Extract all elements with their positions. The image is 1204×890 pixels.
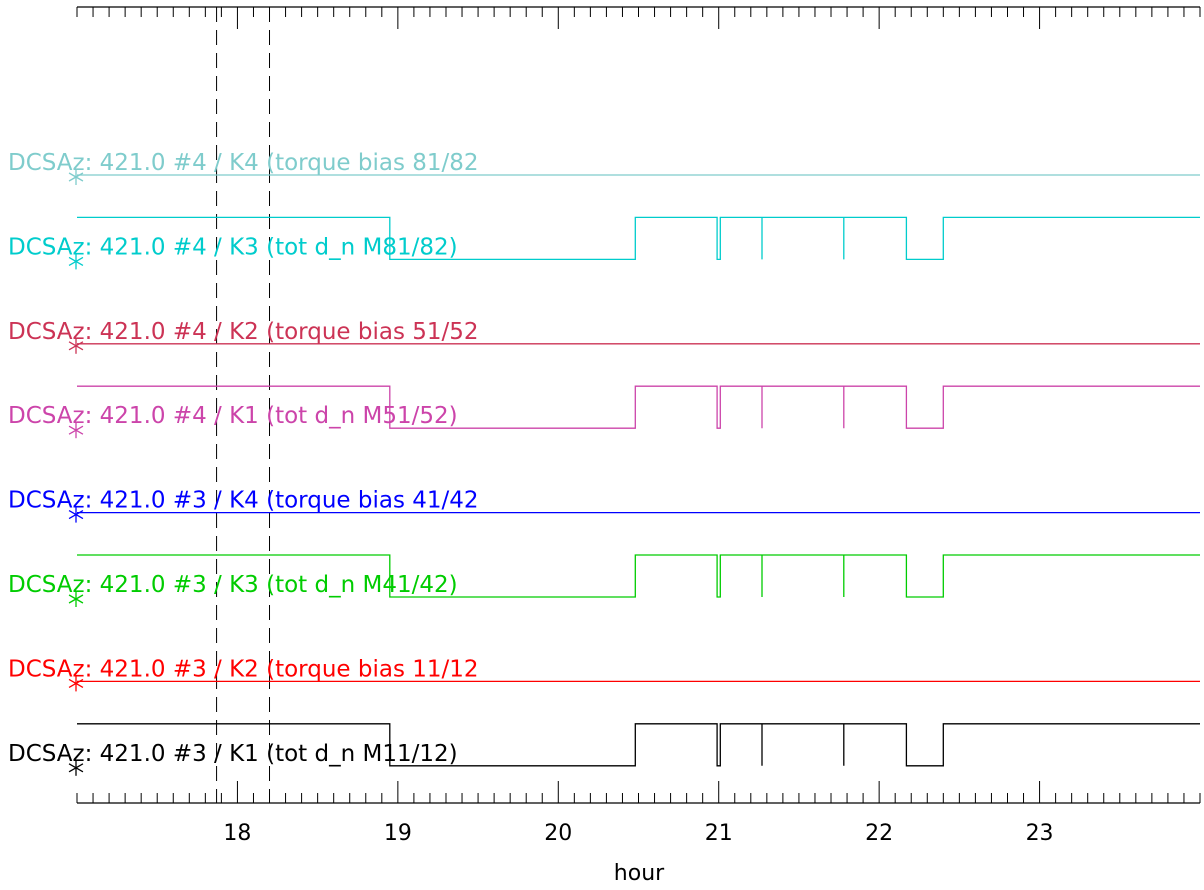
series-trace: DCSAz: 421.0 #3 / K3 (tot d_n M41/42) [8,554,1200,607]
series-line [77,554,1200,598]
series-group: DCSAz: 421.0 #4 / K4 (torque bias 81/82 D… [8,150,1200,776]
marker-stroke [68,341,84,351]
series-label: DCSAz: 421.0 #4 / K3 (tot d_n M81/82) [8,234,458,260]
series-start-marker [68,675,84,692]
marker-stroke [68,425,84,435]
series-start-marker [68,759,84,776]
series-start-marker [68,506,84,523]
series-label: DCSAz: 421.0 #3 / K2 (torque bias 11/12 [8,656,479,682]
series-label: DCSAz: 421.0 #4 / K4 (torque bias 81/82 [8,150,479,176]
series-line [77,216,1200,261]
series-trace: DCSAz: 421.0 #3 / K1 (tot d_n M11/12) [8,723,1200,776]
series-start-marker [68,169,84,185]
series-trace: DCSAz: 421.0 #3 / K4 (torque bias 41/42 [8,488,1200,523]
marker-stroke [68,172,84,182]
series-trace: DCSAz: 421.0 #4 / K3 (tot d_n M81/82) [8,216,1200,270]
series-label: DCSAz: 421.0 #3 / K4 (torque bias 41/42 [8,488,479,514]
series-label: DCSAz: 421.0 #3 / K3 (tot d_n M41/42) [8,572,458,598]
series-label: DCSAz: 421.0 #4 / K1 (tot d_n M51/52) [8,403,458,429]
x-tick-label: 18 [223,821,251,846]
marker-stroke [68,594,84,604]
x-tick-label: 20 [544,821,572,846]
x-tick-label: 19 [384,821,412,846]
marker-stroke [68,256,84,266]
series-trace: DCSAz: 421.0 #4 / K1 (tot d_n M51/52) [8,385,1200,439]
axes [76,6,1201,804]
series-trace: DCSAz: 421.0 #4 / K2 (torque bias 51/52 [8,319,1200,354]
x-tick-label: 23 [1026,821,1054,846]
x-tick-label: 22 [865,821,893,846]
series-start-marker [68,422,84,439]
series-trace: DCSAz: 421.0 #4 / K4 (torque bias 81/82 [8,150,1200,185]
series-start-marker [68,337,84,354]
series-label: DCSAz: 421.0 #4 / K2 (torque bias 51/52 [8,319,479,345]
series-trace: DCSAz: 421.0 #3 / K2 (torque bias 11/12 [8,656,1200,692]
series-start-marker [68,253,84,270]
vertical-markers [216,7,271,803]
marker-stroke [68,678,84,688]
x-tick-labels: 18 19 20 21 22 23 [223,821,1053,846]
marker-stroke [68,763,84,773]
x-tick-label: 21 [705,821,733,846]
x-axis-title: hour [614,861,665,886]
series-line [77,385,1200,429]
series-start-marker [68,591,84,607]
series-line [77,723,1200,767]
series-label: DCSAz: 421.0 #3 / K1 (tot d_n M11/12) [8,741,458,767]
marker-stroke [68,510,84,520]
